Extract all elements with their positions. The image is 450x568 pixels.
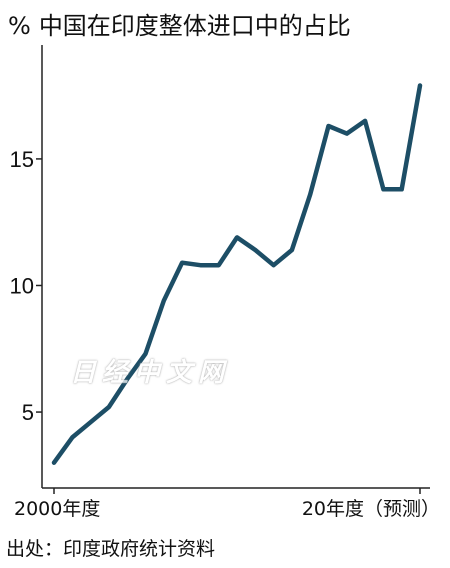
data-point (381, 187, 386, 192)
unit-label: % (8, 12, 31, 40)
data-point (216, 263, 221, 268)
source-note: 出处：印度政府统计资料 (6, 538, 216, 560)
x-tick-label: 20年度（预测） (302, 498, 440, 520)
y-tick-label: 5 (22, 400, 34, 425)
x-axis: 2000年度 20年度（预测） (14, 487, 440, 520)
data-point (125, 377, 129, 381)
data-point (235, 235, 239, 240)
y-tick-label: 10 (10, 273, 34, 298)
data-point (162, 298, 166, 303)
data-point (253, 248, 258, 252)
data-point (418, 83, 422, 88)
y-axis: 5 10 15 (10, 45, 43, 488)
data-point (345, 131, 349, 136)
data-point (326, 124, 331, 128)
data-point (107, 405, 111, 409)
data-point (198, 263, 203, 268)
data-point (180, 260, 184, 265)
series-group (51, 83, 423, 465)
title-text: 中国在印度整体进口中的占比 (38, 12, 351, 40)
x-tick-label: 2000年度 (14, 498, 100, 520)
data-point (290, 248, 294, 252)
data-point (88, 420, 93, 424)
watermark: 日经中文网 (70, 358, 231, 388)
data-point (363, 119, 367, 123)
data-point (143, 352, 148, 356)
data-point (70, 435, 75, 440)
y-tick-label: 15 (10, 147, 34, 172)
data-point (52, 460, 56, 465)
data-point (271, 263, 276, 268)
data-point (399, 187, 404, 192)
data-point (308, 192, 313, 197)
chart-title: % 中国在印度整体进口中的占比 (8, 6, 351, 41)
